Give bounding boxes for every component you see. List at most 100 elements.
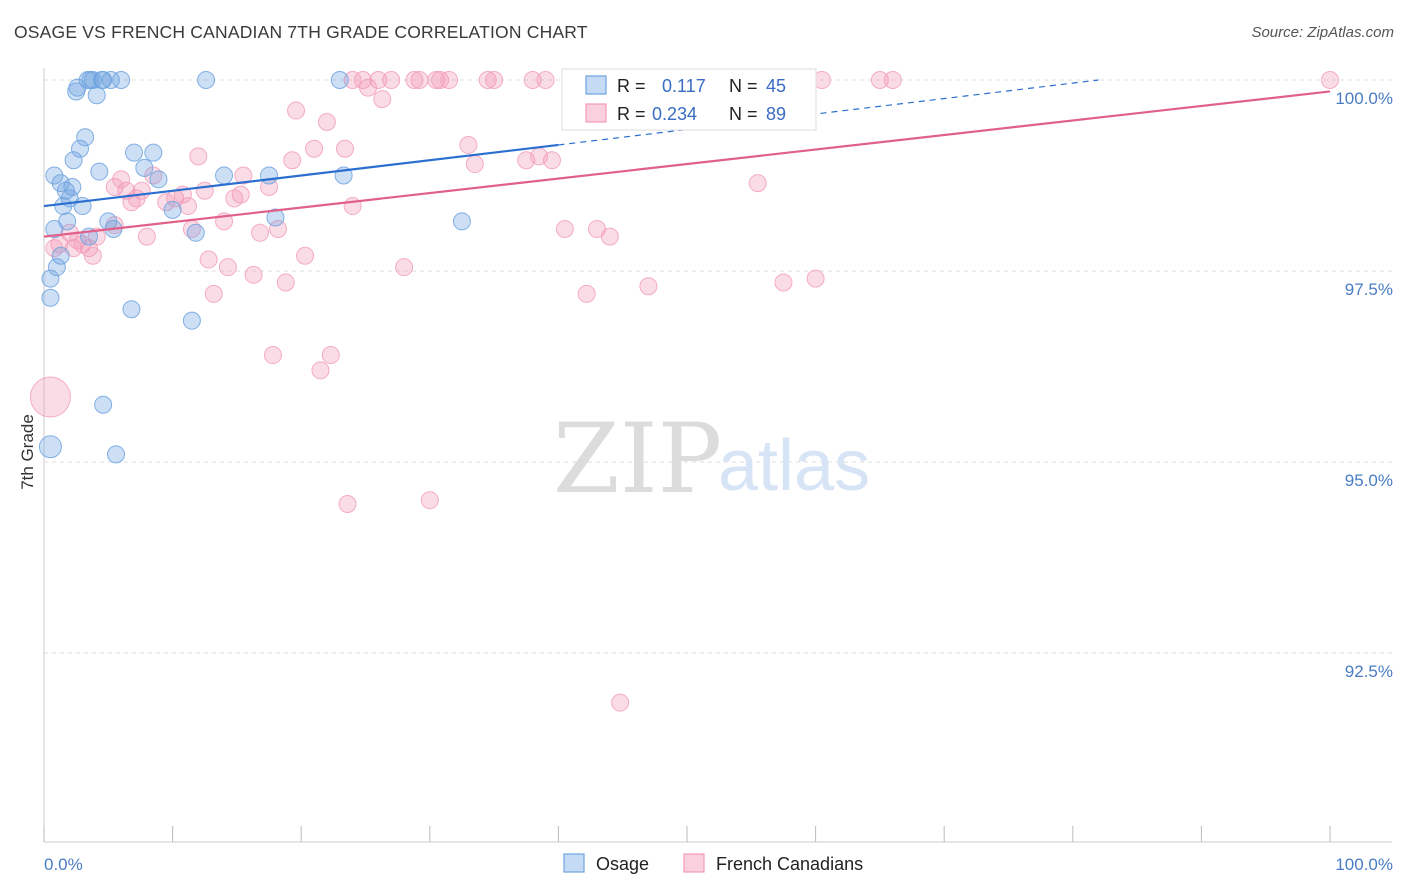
- legend-osage-r-value: 0.117: [662, 76, 706, 96]
- y-tick-label-0: 100.0%: [1335, 89, 1393, 108]
- osage-point: [54, 197, 73, 216]
- french-point: [199, 250, 218, 269]
- osage-point: [330, 71, 349, 89]
- french-point: [305, 139, 324, 158]
- french-point: [157, 193, 176, 212]
- french-point: [536, 71, 555, 89]
- french-point: [478, 71, 497, 89]
- french-point: [204, 284, 223, 303]
- trend-lines: [43, 79, 1331, 238]
- stats-legend: R = 0.117 N = 45 R = 0.234 N = 89: [561, 68, 817, 131]
- osage-point: [135, 158, 154, 177]
- y-tick-label-3: 92.5%: [1345, 662, 1393, 681]
- french-point: [251, 223, 270, 242]
- french-point: [555, 219, 574, 238]
- osage-point: [186, 223, 205, 242]
- french-point: [321, 346, 340, 365]
- bottom-legend-osage-swatch: [563, 853, 585, 873]
- french-point: [218, 258, 237, 277]
- osage-point: [41, 269, 60, 288]
- french-point: [431, 71, 450, 89]
- y-tick-label-1: 97.5%: [1345, 280, 1393, 299]
- french-point: [459, 135, 478, 154]
- osage-trend-line: [43, 143, 559, 208]
- osage-point: [64, 151, 83, 170]
- osage-point: [63, 177, 82, 196]
- osage-point: [45, 166, 64, 185]
- french-point: [29, 376, 71, 418]
- series-legend: Osage French Canadians: [563, 853, 863, 874]
- bottom-legend-french-label: French Canadians: [716, 854, 863, 874]
- tick-labels: 100.0% 97.5% 95.0% 92.5% 0.0% 100.0%: [44, 89, 1393, 874]
- osage-point: [58, 212, 77, 231]
- axes: [43, 68, 1392, 843]
- french-point: [600, 227, 619, 246]
- french-point: [485, 71, 504, 89]
- osage-point: [94, 71, 113, 89]
- french-point: [774, 273, 793, 292]
- gridlines: [44, 79, 1392, 654]
- french-point: [420, 491, 439, 510]
- y-tick-label-2: 95.0%: [1345, 471, 1393, 490]
- french-point: [359, 78, 378, 97]
- osage-point: [47, 258, 66, 277]
- osage-point: [87, 86, 106, 105]
- chart-source: Source: ZipAtlas.com: [1251, 24, 1394, 41]
- french-point: [83, 246, 102, 265]
- french-point: [338, 495, 357, 514]
- osage-point: [149, 170, 168, 189]
- osage-point: [182, 311, 201, 330]
- french-point: [806, 269, 825, 288]
- osage-point: [94, 395, 113, 414]
- french-point: [883, 71, 902, 89]
- french-point: [132, 181, 151, 200]
- legend-french-n-value: 89: [766, 104, 786, 124]
- x-tick-label-1: 100.0%: [1335, 855, 1393, 874]
- french-point: [195, 181, 214, 200]
- french-trend-line: [43, 90, 1331, 238]
- y-axis-label: 7th Grade: [18, 414, 37, 490]
- french-point: [465, 155, 484, 174]
- french-point: [542, 151, 561, 170]
- legend-osage-swatch: [585, 75, 607, 95]
- french-point: [611, 693, 630, 712]
- french-point: [179, 197, 198, 216]
- french-point: [427, 71, 446, 89]
- french-point: [639, 277, 658, 296]
- french-point: [244, 265, 263, 284]
- osage-trend-extension: [558, 79, 1099, 146]
- french-point: [1321, 71, 1339, 89]
- french-point: [373, 90, 392, 109]
- french-point: [137, 227, 156, 246]
- watermark-zip: ZIP: [553, 403, 722, 515]
- osage-point: [266, 208, 285, 227]
- french-point: [234, 166, 253, 185]
- legend-osage-n-label: N =: [729, 76, 758, 96]
- french-point: [296, 246, 315, 265]
- chart-title: OSAGE VS FRENCH CANADIAN 7TH GRADE CORRE…: [14, 22, 588, 42]
- french-point: [112, 170, 131, 189]
- french-point: [231, 185, 250, 204]
- bottom-legend-french-swatch: [683, 853, 705, 873]
- legend-french-swatch: [585, 103, 607, 123]
- french-point: [395, 258, 414, 277]
- osage-point: [107, 445, 126, 464]
- french-point: [263, 346, 282, 365]
- legend-french-r-label: R =: [617, 104, 646, 124]
- french-point: [283, 151, 302, 170]
- osage-points: [38, 71, 471, 464]
- french-point: [287, 101, 306, 120]
- french-point: [440, 71, 459, 89]
- osage-point: [51, 246, 70, 265]
- osage-point: [144, 143, 163, 162]
- french-point: [105, 177, 124, 196]
- french-point: [189, 147, 208, 166]
- french-point: [748, 174, 767, 193]
- french-point: [382, 71, 401, 89]
- x-tick-label-0: 0.0%: [44, 855, 83, 874]
- osage-point: [125, 143, 144, 162]
- french-point: [269, 219, 288, 238]
- osage-point: [215, 166, 234, 185]
- french-point: [870, 71, 889, 89]
